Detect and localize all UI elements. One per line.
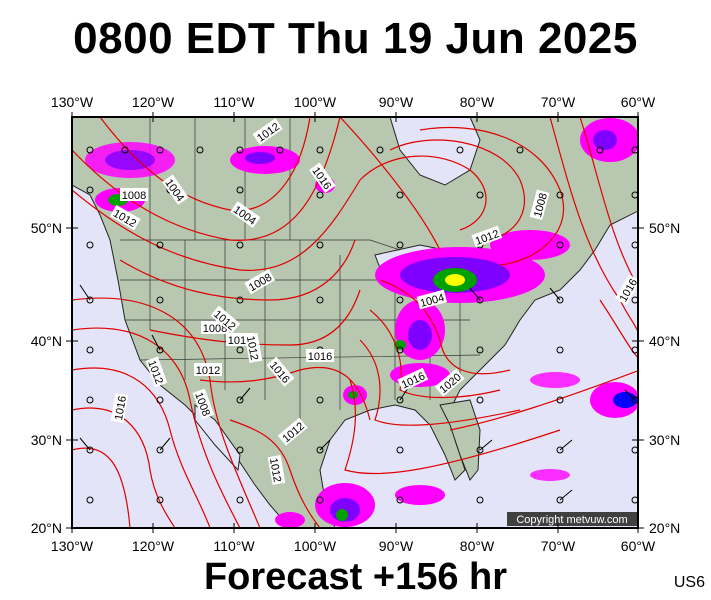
latitude-labels-left: 50°N 40°N 30°N 20°N — [31, 220, 62, 536]
copyright-box — [507, 512, 637, 526]
lon-label: 120°W — [132, 538, 175, 554]
lon-label: 90°W — [379, 94, 414, 110]
hudson-bay — [389, 117, 481, 186]
isobar-label: 1012 — [196, 365, 220, 377]
lon-label: 90°W — [379, 538, 414, 554]
lon-label: 100°W — [294, 94, 337, 110]
region-code: US6 — [673, 574, 705, 591]
lon-label: 110°W — [213, 538, 255, 554]
latitude-labels-right: 50°N 40°N 30°N 20°N — [649, 220, 680, 536]
lon-label: 80°W — [460, 538, 495, 554]
isobar-label: 1008 — [122, 190, 146, 202]
copyright-text: Copyright metvuw.com — [516, 514, 627, 526]
isobar-label: 1012 — [244, 335, 260, 361]
lon-label: 70°W — [541, 538, 576, 554]
lon-label: 100°W — [294, 538, 337, 554]
lat-label: 40°N — [649, 333, 680, 349]
lat-label: 20°N — [31, 520, 62, 536]
lon-label: 60°W — [621, 538, 656, 554]
lon-label: 120°W — [132, 94, 175, 110]
lat-label: 30°N — [649, 432, 680, 448]
map-frame — [71, 116, 639, 529]
forecast-label: Forecast +156 hr — [203, 556, 508, 598]
precipitation — [85, 118, 638, 528]
lon-label: 60°W — [621, 94, 656, 110]
isobar-label: 1016 — [113, 395, 129, 421]
lat-label: 50°N — [649, 220, 680, 236]
isobar-label: 1012 — [267, 457, 283, 483]
lat-label: 40°N — [31, 333, 62, 349]
axis-ticks — [66, 112, 644, 533]
longitude-labels-bottom: 130°W 120°W 110°W 100°W 90°W 80°W 70°W 6… — [51, 538, 656, 554]
isobar-label: 1008 — [203, 323, 227, 335]
lon-label: 70°W — [541, 94, 576, 110]
lat-label: 50°N — [31, 220, 62, 236]
lat-label: 30°N — [31, 432, 62, 448]
map-title: 0800 EDT Thu 19 Jun 2025 — [73, 14, 638, 63]
longitude-labels-top: 130°W 120°W 110°W 100°W 90°W 80°W 70°W 6… — [51, 94, 656, 110]
lon-label: 110°W — [213, 94, 255, 110]
lon-label: 130°W — [51, 94, 94, 110]
lon-label: 130°W — [51, 538, 94, 554]
lat-label: 20°N — [649, 520, 680, 536]
lon-label: 80°W — [460, 94, 495, 110]
isobar-label: 1016 — [308, 351, 332, 363]
